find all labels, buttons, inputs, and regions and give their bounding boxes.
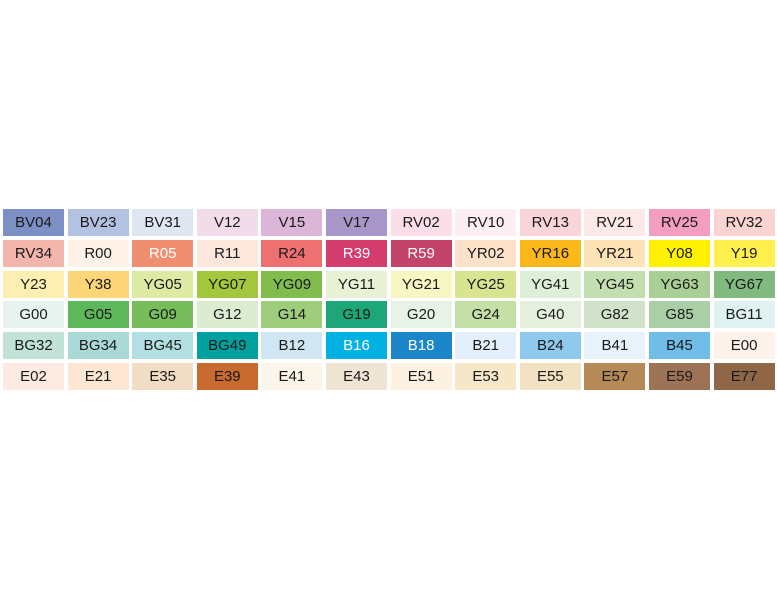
swatch: R59 xyxy=(390,239,452,267)
swatch: YG21 xyxy=(390,270,452,298)
swatch: G05 xyxy=(67,301,129,329)
swatch: B41 xyxy=(584,332,646,360)
swatch: BG45 xyxy=(132,332,194,360)
swatch: RV13 xyxy=(519,209,581,236)
swatch: G85 xyxy=(649,301,710,329)
swatch: YG63 xyxy=(649,270,710,298)
swatch: BV23 xyxy=(67,209,129,236)
swatch: YR02 xyxy=(455,239,517,267)
swatch: B21 xyxy=(455,332,517,360)
swatch: RV21 xyxy=(584,209,646,236)
swatch: G82 xyxy=(584,301,646,329)
swatch: E55 xyxy=(519,363,581,390)
swatch: YG05 xyxy=(132,270,194,298)
swatch: E21 xyxy=(67,363,129,390)
swatch: G24 xyxy=(455,301,517,329)
swatch: Y19 xyxy=(713,239,775,267)
swatch: YG45 xyxy=(584,270,646,298)
swatch: R39 xyxy=(326,239,387,267)
swatch: R05 xyxy=(132,239,194,267)
swatch: E41 xyxy=(261,363,323,390)
swatch: E02 xyxy=(3,363,64,390)
swatch: R00 xyxy=(67,239,129,267)
swatch: Y23 xyxy=(3,270,64,298)
swatch: YG25 xyxy=(455,270,517,298)
swatch: E43 xyxy=(326,363,387,390)
swatch: E39 xyxy=(196,363,258,390)
swatch: RV25 xyxy=(649,209,710,236)
swatch: BG49 xyxy=(196,332,258,360)
swatch: E35 xyxy=(132,363,194,390)
swatch: BG11 xyxy=(713,301,775,329)
swatch: YG11 xyxy=(326,270,387,298)
swatch: G14 xyxy=(261,301,323,329)
swatch: YG41 xyxy=(519,270,581,298)
swatch: B16 xyxy=(326,332,387,360)
swatch: BV04 xyxy=(3,209,64,236)
swatch: RV02 xyxy=(390,209,452,236)
swatch: V12 xyxy=(196,209,258,236)
swatch: V17 xyxy=(326,209,387,236)
swatch: RV10 xyxy=(455,209,517,236)
swatch: B12 xyxy=(261,332,323,360)
swatch: YG67 xyxy=(713,270,775,298)
swatch: RV34 xyxy=(3,239,64,267)
swatch: RV32 xyxy=(713,209,775,236)
swatch: G20 xyxy=(390,301,452,329)
swatch: YG07 xyxy=(196,270,258,298)
swatch: E59 xyxy=(649,363,710,390)
swatch: YR21 xyxy=(584,239,646,267)
swatch: R24 xyxy=(261,239,323,267)
swatch: B24 xyxy=(519,332,581,360)
swatch: E77 xyxy=(713,363,775,390)
swatch: BV31 xyxy=(132,209,194,236)
swatch: E51 xyxy=(390,363,452,390)
swatch: G12 xyxy=(196,301,258,329)
swatch: BG32 xyxy=(3,332,64,360)
swatch: YR16 xyxy=(519,239,581,267)
swatch: G09 xyxy=(132,301,194,329)
swatch: Y38 xyxy=(67,270,129,298)
swatch: G00 xyxy=(3,301,64,329)
swatch: Y08 xyxy=(649,239,710,267)
swatch: V15 xyxy=(261,209,323,236)
swatch: YG09 xyxy=(261,270,323,298)
swatch: E57 xyxy=(584,363,646,390)
swatch: BG34 xyxy=(67,332,129,360)
swatch: E53 xyxy=(455,363,517,390)
swatch: R11 xyxy=(196,239,258,267)
swatch: B45 xyxy=(649,332,710,360)
swatch: B18 xyxy=(390,332,452,360)
swatch: E00 xyxy=(713,332,775,360)
swatch: G19 xyxy=(326,301,387,329)
swatch: G40 xyxy=(519,301,581,329)
